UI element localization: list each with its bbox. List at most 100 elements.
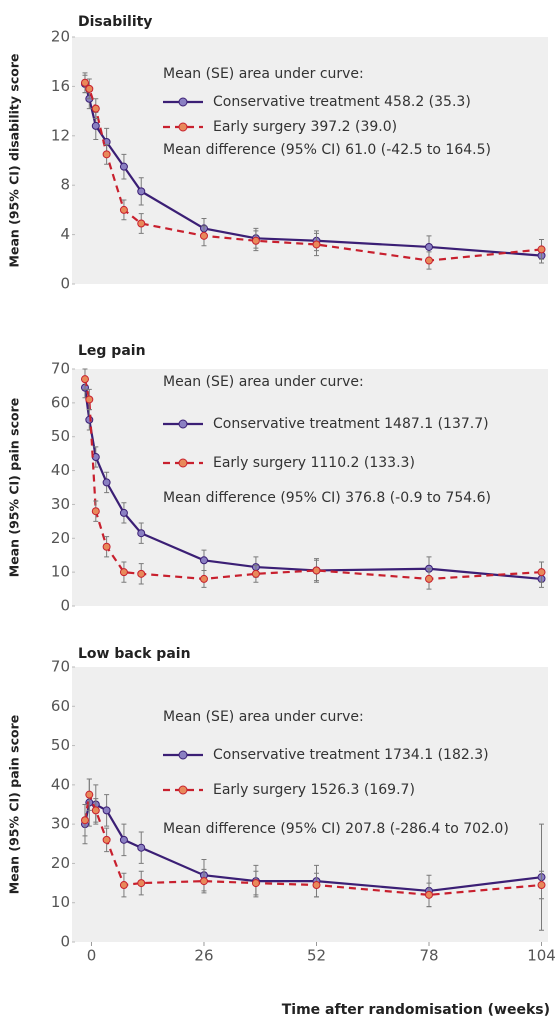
data-point bbox=[102, 835, 111, 844]
x-axis-label: Time after randomisation (weeks) bbox=[282, 1002, 550, 1018]
y-tick-label: 4 bbox=[60, 225, 70, 243]
data-point bbox=[119, 835, 128, 844]
data-point bbox=[85, 395, 94, 404]
data-point bbox=[80, 816, 89, 825]
y-tick-label: 20 bbox=[51, 529, 70, 547]
legend-marker bbox=[178, 419, 188, 429]
y-axis-label: Mean (95% CI) disability score bbox=[7, 54, 22, 268]
data-point bbox=[312, 566, 321, 575]
data-point bbox=[137, 843, 146, 852]
panel-title: Disability bbox=[78, 14, 152, 30]
data-point bbox=[251, 569, 260, 578]
y-tick-label: 10 bbox=[51, 563, 70, 581]
y-tick-label: 10 bbox=[51, 893, 70, 911]
panel-title: Leg pain bbox=[78, 343, 146, 359]
legend-label: Conservative treatment 1487.1 (137.7) bbox=[213, 416, 489, 432]
panel: Disability Mean (95% CI) disability score… bbox=[7, 14, 548, 293]
data-point bbox=[137, 187, 146, 196]
y-tick-label: 60 bbox=[51, 393, 70, 411]
x-tick-label: 104 bbox=[527, 947, 555, 965]
legend-marker bbox=[178, 122, 188, 132]
data-point bbox=[102, 478, 111, 487]
y-tick-label: 0 bbox=[60, 933, 70, 951]
legend-label: Conservative treatment 1734.1 (182.3) bbox=[213, 747, 489, 763]
legend-label: Early surgery 1526.3 (169.7) bbox=[213, 782, 415, 798]
y-tick-label: 12 bbox=[51, 126, 70, 144]
annotation: Mean difference (95% CI) 376.8 (-0.9 to … bbox=[163, 490, 491, 506]
legend-marker bbox=[178, 97, 188, 107]
y-tick-label: 0 bbox=[60, 275, 70, 293]
data-point bbox=[199, 574, 208, 583]
data-point bbox=[119, 508, 128, 517]
y-tick-label: 70 bbox=[51, 658, 70, 676]
legend-label: Conservative treatment 458.2 (35.3) bbox=[213, 94, 471, 110]
data-point bbox=[251, 879, 260, 888]
data-point bbox=[80, 78, 89, 87]
legend-marker bbox=[178, 458, 188, 468]
data-point bbox=[102, 150, 111, 159]
data-point bbox=[425, 890, 433, 899]
data-point bbox=[312, 240, 321, 249]
panel: Low back pain Mean (95% CI) pain score 0 10… bbox=[7, 646, 555, 1018]
y-tick-label: 20 bbox=[51, 854, 70, 872]
data-point bbox=[119, 205, 128, 214]
x-tick-label: 52 bbox=[307, 947, 326, 965]
data-point bbox=[137, 569, 146, 578]
x-tick-label: 26 bbox=[194, 947, 213, 965]
data-point bbox=[537, 881, 546, 890]
y-tick-label: 40 bbox=[51, 775, 70, 793]
y-tick-label: 40 bbox=[51, 461, 70, 479]
panel-title: Low back pain bbox=[78, 646, 191, 662]
x-tick-label: 78 bbox=[419, 947, 438, 965]
annotation: Mean (SE) area under curve: bbox=[163, 709, 364, 725]
series-line bbox=[83, 790, 542, 896]
data-point bbox=[119, 568, 128, 577]
y-tick-label: 8 bbox=[60, 176, 70, 194]
annotation: Mean (SE) area under curve: bbox=[163, 374, 364, 390]
annotation: Mean difference (95% CI) 207.8 (-286.4 t… bbox=[163, 821, 509, 837]
data-point bbox=[137, 879, 146, 888]
annotation: Mean (SE) area under curve: bbox=[163, 66, 364, 82]
data-point bbox=[137, 219, 146, 228]
data-point bbox=[251, 236, 260, 245]
data-point bbox=[102, 542, 111, 551]
legend-marker bbox=[178, 750, 188, 760]
y-tick-label: 50 bbox=[51, 427, 70, 445]
data-point bbox=[537, 568, 546, 577]
y-tick-label: 30 bbox=[51, 495, 70, 513]
y-tick-label: 70 bbox=[51, 360, 70, 378]
data-point bbox=[537, 245, 546, 254]
data-point bbox=[199, 556, 208, 565]
panel: Leg pain Mean (95% CI) pain score 0 10 20 30 4… bbox=[7, 343, 548, 615]
data-point bbox=[199, 877, 208, 886]
data-point bbox=[102, 806, 111, 815]
plot-area bbox=[72, 667, 548, 942]
data-point bbox=[425, 242, 433, 251]
y-tick-label: 60 bbox=[51, 697, 70, 715]
data-point bbox=[91, 806, 100, 815]
plot-area bbox=[72, 37, 548, 284]
data-point bbox=[199, 231, 208, 240]
data-point bbox=[80, 375, 89, 384]
legend-marker bbox=[178, 785, 188, 795]
data-point bbox=[85, 84, 94, 93]
y-axis-label: Mean (95% CI) pain score bbox=[7, 715, 22, 894]
data-point bbox=[91, 104, 100, 113]
y-tick-label: 50 bbox=[51, 736, 70, 754]
legend-label: Early surgery 397.2 (39.0) bbox=[213, 119, 397, 135]
data-point bbox=[119, 881, 128, 890]
data-point bbox=[119, 162, 128, 171]
data-point bbox=[425, 574, 433, 583]
data-point bbox=[312, 881, 321, 890]
data-point bbox=[91, 121, 100, 130]
y-tick-label: 30 bbox=[51, 815, 70, 833]
data-point bbox=[425, 256, 433, 265]
data-point bbox=[91, 507, 100, 516]
legend-label: Early surgery 1110.2 (133.3) bbox=[213, 455, 415, 471]
data-point bbox=[137, 529, 146, 538]
data-point bbox=[85, 790, 94, 799]
annotation: Mean difference (95% CI) 61.0 (-42.5 to … bbox=[163, 142, 491, 158]
x-tick-label: 0 bbox=[87, 947, 97, 965]
y-tick-label: 20 bbox=[51, 28, 70, 46]
